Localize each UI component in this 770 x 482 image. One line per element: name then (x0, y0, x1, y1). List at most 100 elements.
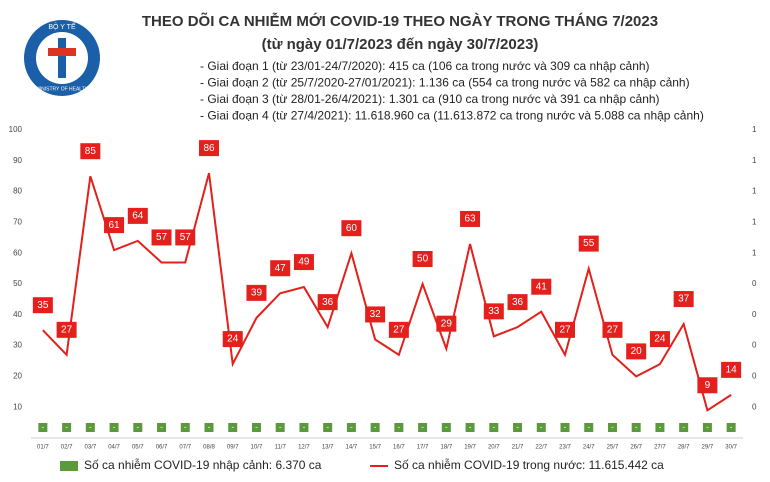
annotation: - Giai đoạn 3 (từ 28/01-26/4/2021): 1.30… (200, 92, 660, 106)
bar-label-box (702, 423, 712, 432)
x-tick-label: 09/7 (227, 445, 239, 451)
bar-label: - (326, 423, 329, 432)
bar-label: - (374, 423, 377, 432)
x-tick-label: 12/7 (298, 445, 310, 451)
y2-tick-label: 0 (752, 402, 757, 411)
value-label-box (151, 229, 172, 246)
line-series (42, 172, 732, 412)
bar-label-box (323, 423, 333, 432)
y2-tick-label: 1 (752, 125, 757, 134)
value-label-box (293, 254, 314, 271)
value-label-box (578, 235, 599, 252)
value-label-box (483, 303, 504, 320)
logo: BỘ Y TẾ MINISTRY OF HEALTH (24, 20, 100, 96)
value-label: 41 (536, 281, 548, 292)
x-tick-label: 03/7 (84, 445, 96, 451)
y-tick-label: 60 (13, 248, 22, 257)
bar-label: - (231, 423, 234, 432)
value-label-box (436, 315, 457, 332)
value-label-box (649, 331, 670, 348)
logo-cross (48, 48, 76, 56)
x-tick-label: 24/7 (583, 445, 595, 451)
bar-label: - (516, 423, 519, 432)
bar-label: - (184, 423, 187, 432)
value-label-box (673, 291, 694, 308)
bar-label-box (655, 423, 665, 432)
chart-subtitle: (từ ngày 01/7/2023 đến ngày 30/7/2023) (262, 36, 539, 53)
y-tick-label: 80 (13, 187, 22, 196)
bar-label: - (398, 423, 401, 432)
annotation: - Giai đoạn 2 (từ 25/7/2020-27/01/2021):… (200, 76, 690, 90)
y-tick-label: 20 (13, 372, 22, 381)
bar-label-box (394, 423, 404, 432)
value-label: 64 (132, 211, 144, 222)
value-label-box (555, 321, 575, 338)
value-label: 35 (37, 300, 49, 311)
bar-label-box (204, 423, 214, 432)
y-tick-label: 50 (13, 279, 22, 288)
value-label-box (199, 140, 219, 157)
y2-tick-label: 1 (752, 187, 757, 196)
bar-label: - (540, 423, 543, 432)
y2-tick-label: 0 (752, 341, 757, 350)
bar-label-box (299, 423, 309, 432)
value-label-box (175, 229, 196, 246)
value-label-box (270, 260, 291, 277)
bar-label-box (726, 423, 736, 432)
bar-label: - (564, 423, 567, 432)
y2-tick-label: 0 (752, 279, 757, 288)
value-label: 57 (156, 232, 168, 243)
value-label-box (104, 217, 125, 234)
bar-label: - (303, 423, 306, 432)
x-tick-label: 07/7 (179, 445, 191, 451)
x-tick-label: 25/7 (607, 445, 619, 451)
y-tick-label: 100 (9, 125, 23, 134)
bar-label: - (255, 423, 258, 432)
bar-label-box (513, 423, 523, 432)
bar-label-box (346, 423, 356, 432)
annotation: - Giai đoạn 4 (từ 27/4/2021): 11.618.960… (200, 109, 704, 123)
bar-label: - (730, 423, 733, 432)
bar-label-box (133, 423, 143, 432)
value-label: 47 (275, 263, 287, 274)
x-tick-label: 26/7 (630, 445, 642, 451)
value-label-box (32, 297, 53, 314)
x-tick-label: 20/7 (488, 445, 500, 451)
y-tick-label: 70 (13, 218, 22, 227)
value-label: 55 (583, 238, 595, 249)
x-tick-label: 22/7 (535, 445, 547, 451)
value-label-box (127, 207, 148, 224)
bar-label-box (38, 423, 48, 432)
value-label: 50 (417, 254, 429, 265)
y2-tick-label: 0 (752, 310, 757, 319)
x-tick-label: 27/7 (654, 445, 666, 451)
value-label: 27 (393, 324, 405, 335)
bar-label-box (536, 423, 546, 432)
x-tick-label: 30/7 (725, 445, 737, 451)
logo-top: BỘ Y TẾ (48, 21, 76, 31)
value-label-box (721, 361, 742, 378)
logo-staff (58, 38, 66, 78)
value-label-box (412, 251, 433, 267)
value-label: 85 (85, 146, 97, 157)
y2-tick-label: 1 (752, 248, 757, 257)
x-tick-label: 11/7 (275, 445, 287, 451)
x-tick-label: 28/7 (678, 445, 690, 451)
value-label: 36 (512, 297, 524, 308)
value-label: 60 (346, 223, 358, 234)
annotation: - Giai đoạn 1 (từ 23/01-24/7/2020): 415 … (200, 59, 650, 73)
x-tick-label: 08/8 (203, 445, 215, 451)
value-label-box (388, 321, 409, 338)
x-tick-label: 13/7 (322, 445, 334, 451)
value-label: 27 (61, 324, 73, 335)
x-tick-label: 10/7 (251, 445, 263, 451)
bar-label-box (560, 423, 570, 432)
bar-label: - (42, 423, 45, 432)
value-label: 39 (251, 288, 263, 299)
bar-label-box (275, 423, 285, 432)
bar-label-box (418, 423, 428, 432)
x-tick-label: 23/7 (559, 445, 571, 451)
value-label-box (602, 321, 623, 338)
value-label-box (317, 294, 338, 311)
legend-label: Số ca nhiễm COVID-19 trong nước: 11.615.… (394, 457, 664, 472)
